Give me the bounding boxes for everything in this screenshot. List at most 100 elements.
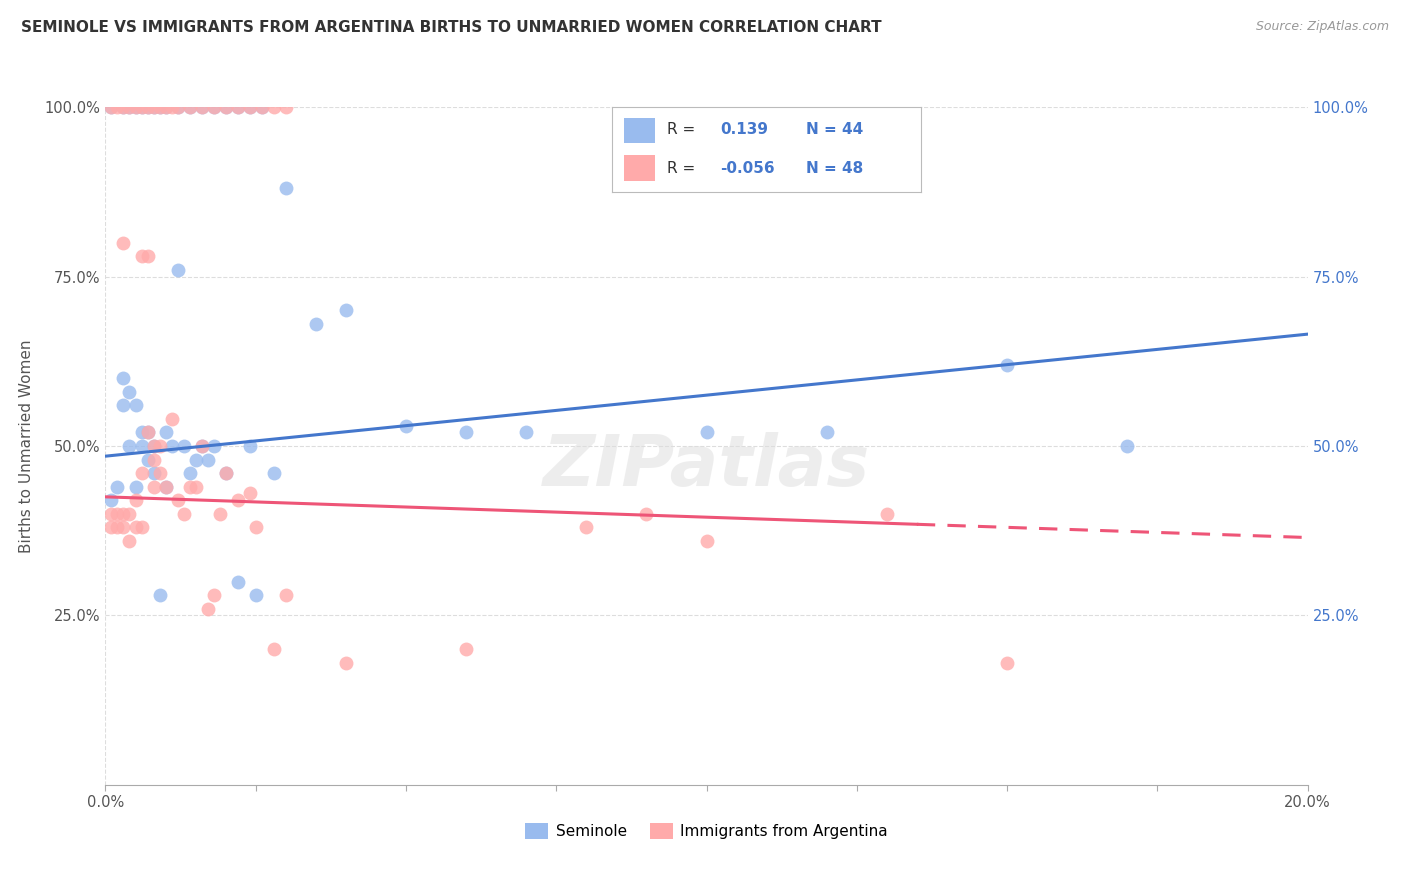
Point	[226, 100, 249, 114]
Point	[305, 317, 328, 331]
Point	[179, 480, 201, 494]
Point	[136, 425, 159, 440]
Point	[136, 452, 159, 467]
Point	[107, 507, 129, 521]
Point	[184, 480, 207, 494]
Point	[136, 100, 159, 114]
Point	[876, 507, 898, 521]
Point	[395, 418, 418, 433]
Point	[142, 439, 165, 453]
Point	[155, 480, 177, 494]
Point	[124, 493, 146, 508]
Point	[136, 249, 159, 263]
Point	[142, 480, 165, 494]
Point	[160, 412, 183, 426]
Point	[263, 466, 285, 480]
Point	[696, 533, 718, 548]
Text: Source: ZipAtlas.com: Source: ZipAtlas.com	[1256, 20, 1389, 33]
Legend: Seminole, Immigrants from Argentina: Seminole, Immigrants from Argentina	[519, 817, 894, 845]
Point	[142, 439, 165, 453]
Point	[190, 100, 212, 114]
Point	[160, 100, 183, 114]
Point	[131, 466, 153, 480]
Point	[250, 100, 273, 114]
Point	[107, 100, 129, 114]
Point	[155, 100, 177, 114]
Point	[148, 466, 170, 480]
Point	[118, 507, 141, 521]
Bar	[624, 155, 655, 181]
Point	[166, 100, 188, 114]
Point	[148, 100, 170, 114]
Point	[226, 100, 249, 114]
Point	[100, 100, 122, 114]
Point	[239, 100, 262, 114]
Text: R =: R =	[668, 161, 696, 176]
Point	[100, 100, 122, 114]
Text: SEMINOLE VS IMMIGRANTS FROM ARGENTINA BIRTHS TO UNMARRIED WOMEN CORRELATION CHAR: SEMINOLE VS IMMIGRANTS FROM ARGENTINA BI…	[21, 20, 882, 35]
Point	[190, 100, 212, 114]
Point	[166, 262, 188, 277]
Point	[107, 480, 129, 494]
Point	[208, 507, 231, 521]
Point	[107, 520, 129, 534]
Point	[136, 425, 159, 440]
Point	[173, 507, 195, 521]
Point	[197, 601, 219, 615]
Point	[131, 100, 153, 114]
Text: N = 48: N = 48	[807, 161, 863, 176]
Point	[160, 439, 183, 453]
Point	[179, 100, 201, 114]
Point	[335, 656, 357, 670]
Text: -0.056: -0.056	[720, 161, 775, 176]
Point	[274, 181, 297, 195]
Point	[995, 656, 1018, 670]
Point	[245, 520, 267, 534]
Point	[155, 480, 177, 494]
Point	[190, 439, 212, 453]
Point	[250, 100, 273, 114]
Point	[263, 100, 285, 114]
Point	[124, 480, 146, 494]
Point	[112, 371, 135, 385]
Point	[815, 425, 838, 440]
Point	[245, 588, 267, 602]
Point	[263, 642, 285, 657]
Point	[124, 398, 146, 412]
Point	[214, 100, 236, 114]
Point	[112, 235, 135, 250]
Point	[239, 439, 262, 453]
Point	[173, 439, 195, 453]
Point	[995, 358, 1018, 372]
Point	[118, 100, 141, 114]
Point	[118, 100, 141, 114]
Point	[515, 425, 537, 440]
Point	[148, 100, 170, 114]
Point	[226, 574, 249, 589]
Point	[124, 520, 146, 534]
Text: 0.139: 0.139	[720, 122, 768, 137]
Point	[142, 100, 165, 114]
Point	[239, 100, 262, 114]
Text: ZIPatlas: ZIPatlas	[543, 432, 870, 500]
Point	[118, 384, 141, 399]
Point	[112, 507, 135, 521]
Point	[202, 588, 225, 602]
Point	[179, 100, 201, 114]
Point	[136, 100, 159, 114]
Point	[118, 533, 141, 548]
Point	[124, 100, 146, 114]
Point	[197, 452, 219, 467]
Point	[214, 466, 236, 480]
Point	[142, 452, 165, 467]
Point	[100, 493, 122, 508]
Point	[454, 642, 477, 657]
Point	[454, 425, 477, 440]
Point	[214, 466, 236, 480]
Point	[131, 249, 153, 263]
Point	[214, 100, 236, 114]
Point	[575, 520, 598, 534]
Point	[202, 439, 225, 453]
Point	[131, 520, 153, 534]
Point	[131, 425, 153, 440]
